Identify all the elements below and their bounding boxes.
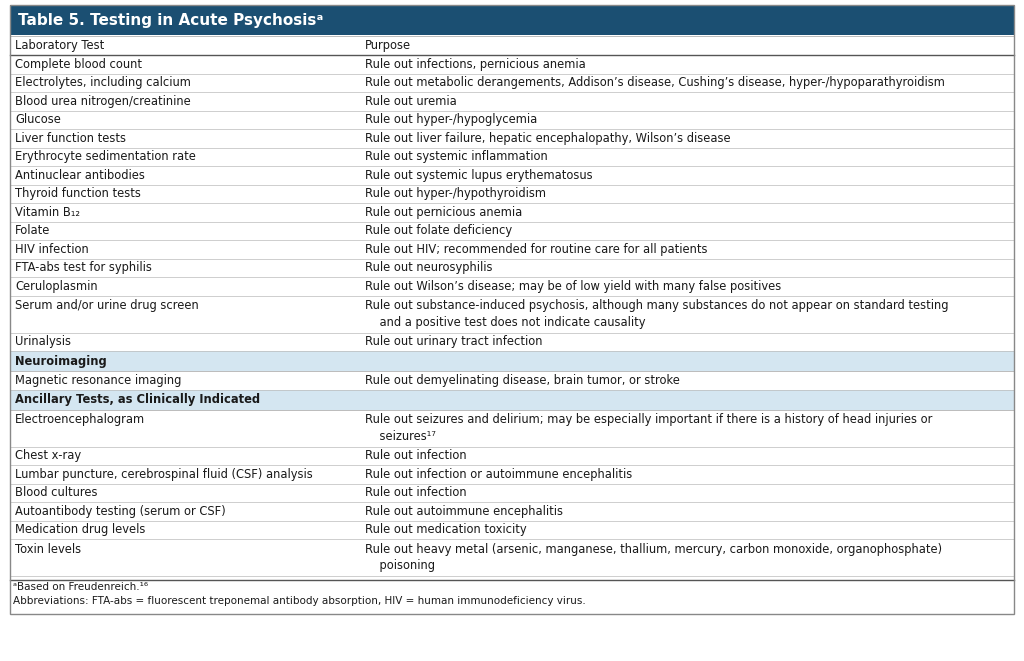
Text: Neuroimaging: Neuroimaging — [15, 354, 106, 368]
Bar — [10, 5, 1014, 35]
Text: Rule out metabolic derangements, Addison’s disease, Cushing’s disease, hyper-/hy: Rule out metabolic derangements, Addison… — [365, 76, 945, 89]
Text: Blood urea nitrogen/creatinine: Blood urea nitrogen/creatinine — [15, 95, 190, 108]
Text: Toxin levels: Toxin levels — [15, 543, 81, 556]
Text: Rule out uremia: Rule out uremia — [365, 95, 457, 108]
Text: Rule out infection or autoimmune encephalitis: Rule out infection or autoimmune encepha… — [365, 468, 632, 481]
Text: Serum and/or urine drug screen: Serum and/or urine drug screen — [15, 299, 199, 313]
Text: Rule out urinary tract infection: Rule out urinary tract infection — [365, 335, 543, 348]
Text: Abbreviations: FTA-abs = fluorescent treponemal antibody absorption, HIV = human: Abbreviations: FTA-abs = fluorescent tre… — [13, 596, 586, 606]
Text: Rule out hyper-/hypothyroidism: Rule out hyper-/hypothyroidism — [365, 187, 546, 200]
Bar — [10, 389, 1014, 410]
Text: Rule out seizures and delirium; may be especially important if there is a histor: Rule out seizures and delirium; may be e… — [365, 413, 933, 426]
Text: Purpose: Purpose — [365, 39, 411, 52]
Text: Medication drug levels: Medication drug levels — [15, 524, 145, 536]
Text: Rule out infections, pernicious anemia: Rule out infections, pernicious anemia — [365, 58, 586, 71]
Text: FTA-abs test for syphilis: FTA-abs test for syphilis — [15, 261, 152, 274]
Text: Glucose: Glucose — [15, 113, 60, 126]
Text: and a positive test does not indicate causality: and a positive test does not indicate ca… — [365, 316, 645, 329]
Text: Table 5. Testing in Acute Psychosisᵃ: Table 5. Testing in Acute Psychosisᵃ — [18, 13, 324, 28]
Text: Vitamin B₁₂: Vitamin B₁₂ — [15, 206, 80, 219]
Text: Rule out systemic inflammation: Rule out systemic inflammation — [365, 150, 548, 163]
Text: Chest x-ray: Chest x-ray — [15, 449, 81, 462]
Text: Ceruloplasmin: Ceruloplasmin — [15, 280, 97, 293]
Text: Urinalysis: Urinalysis — [15, 335, 71, 348]
Text: Blood cultures: Blood cultures — [15, 486, 97, 499]
Bar — [10, 351, 1014, 371]
Text: Ancillary Tests, as Clinically Indicated: Ancillary Tests, as Clinically Indicated — [15, 393, 260, 406]
Text: Rule out substance-induced psychosis, although many substances do not appear on : Rule out substance-induced psychosis, al… — [365, 299, 948, 313]
Text: Rule out autoimmune encephalitis: Rule out autoimmune encephalitis — [365, 505, 563, 518]
Text: seizures¹⁷: seizures¹⁷ — [365, 430, 436, 443]
Text: Rule out infection: Rule out infection — [365, 486, 467, 499]
Text: Thyroid function tests: Thyroid function tests — [15, 187, 141, 200]
Text: HIV infection: HIV infection — [15, 243, 89, 256]
Text: Lumbar puncture, cerebrospinal fluid (CSF) analysis: Lumbar puncture, cerebrospinal fluid (CS… — [15, 468, 312, 481]
Text: poisoning: poisoning — [365, 559, 435, 572]
Text: Complete blood count: Complete blood count — [15, 58, 142, 71]
Text: ᵃBased on Freudenreich.¹⁶: ᵃBased on Freudenreich.¹⁶ — [13, 582, 148, 592]
Text: Liver function tests: Liver function tests — [15, 132, 126, 145]
Text: Rule out folate deficiency: Rule out folate deficiency — [365, 224, 512, 237]
Text: Rule out pernicious anemia: Rule out pernicious anemia — [365, 206, 522, 219]
Text: Rule out demyelinating disease, brain tumor, or stroke: Rule out demyelinating disease, brain tu… — [365, 373, 680, 387]
Text: Rule out liver failure, hepatic encephalopathy, Wilson’s disease: Rule out liver failure, hepatic encephal… — [365, 132, 731, 145]
Text: Rule out medication toxicity: Rule out medication toxicity — [365, 524, 526, 536]
Text: Rule out heavy metal (arsenic, manganese, thallium, mercury, carbon monoxide, or: Rule out heavy metal (arsenic, manganese… — [365, 543, 942, 556]
Text: Laboratory Test: Laboratory Test — [15, 39, 104, 52]
Text: Magnetic resonance imaging: Magnetic resonance imaging — [15, 373, 181, 387]
Text: Rule out neurosyphilis: Rule out neurosyphilis — [365, 261, 493, 274]
Text: Rule out HIV; recommended for routine care for all patients: Rule out HIV; recommended for routine ca… — [365, 243, 708, 256]
Text: Folate: Folate — [15, 224, 50, 237]
Text: Erythrocyte sedimentation rate: Erythrocyte sedimentation rate — [15, 150, 196, 163]
Text: Rule out infection: Rule out infection — [365, 449, 467, 462]
Text: Autoantibody testing (serum or CSF): Autoantibody testing (serum or CSF) — [15, 505, 225, 518]
Text: Rule out hyper-/hypoglycemia: Rule out hyper-/hypoglycemia — [365, 113, 538, 126]
Text: Electrolytes, including calcium: Electrolytes, including calcium — [15, 76, 190, 89]
Text: Electroencephalogram: Electroencephalogram — [15, 413, 145, 426]
Text: Rule out Wilson’s disease; may be of low yield with many false positives: Rule out Wilson’s disease; may be of low… — [365, 280, 781, 293]
Text: Rule out systemic lupus erythematosus: Rule out systemic lupus erythematosus — [365, 169, 593, 182]
Text: Antinuclear antibodies: Antinuclear antibodies — [15, 169, 144, 182]
